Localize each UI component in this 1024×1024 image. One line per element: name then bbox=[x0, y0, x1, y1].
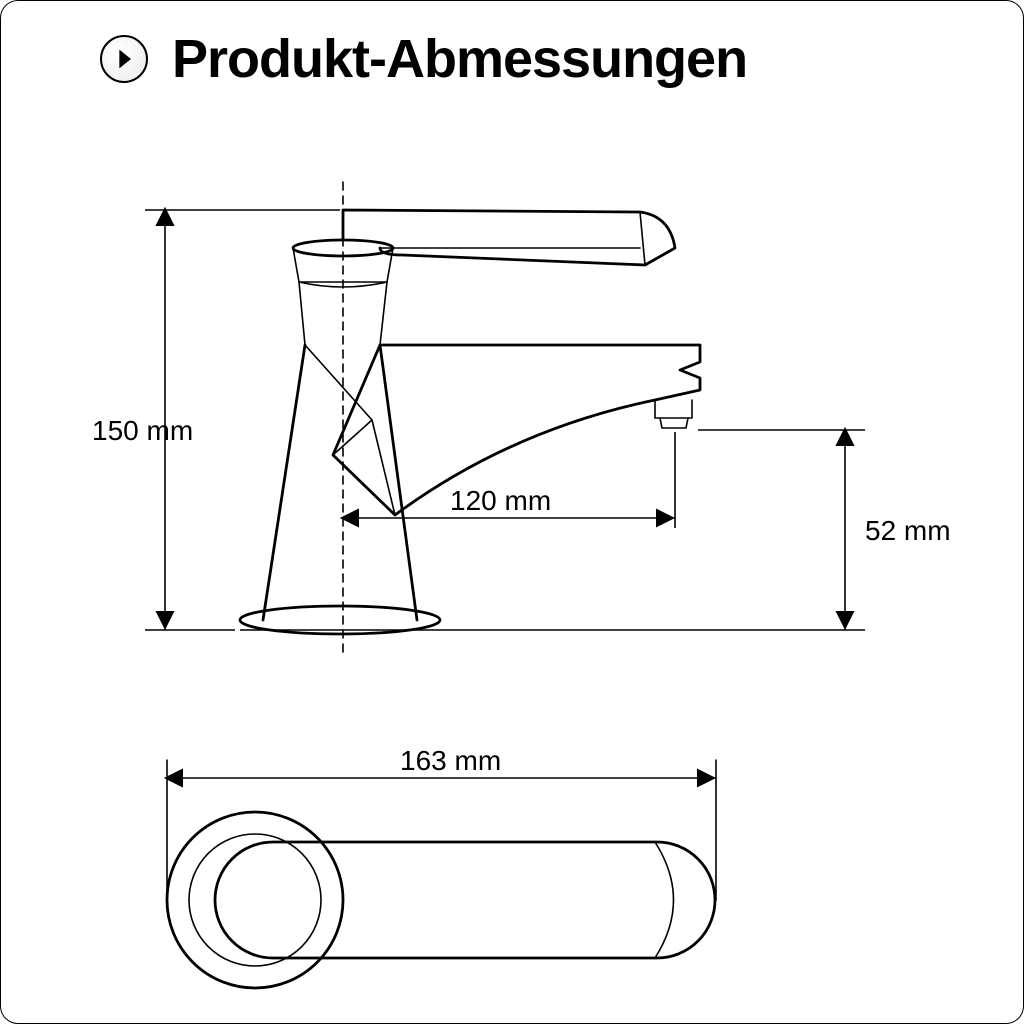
page: Produkt-Abmessungen bbox=[0, 0, 1024, 1024]
page-title: Produkt-Abmessungen bbox=[172, 28, 747, 90]
top-view bbox=[167, 760, 716, 988]
dim-length-label: 163 mm bbox=[400, 745, 501, 776]
dim-reach-label: 120 mm bbox=[450, 485, 551, 516]
side-view-dimensions bbox=[145, 210, 865, 630]
dimension-diagram: 150 mm 120 mm 52 mm 163 mm bbox=[80, 120, 960, 1000]
side-view bbox=[240, 182, 700, 655]
dim-spout-height-label: 52 mm bbox=[865, 515, 951, 546]
header: Produkt-Abmessungen bbox=[100, 28, 747, 90]
dim-height-label: 150 mm bbox=[92, 415, 193, 446]
chevron-right-icon bbox=[100, 35, 148, 83]
